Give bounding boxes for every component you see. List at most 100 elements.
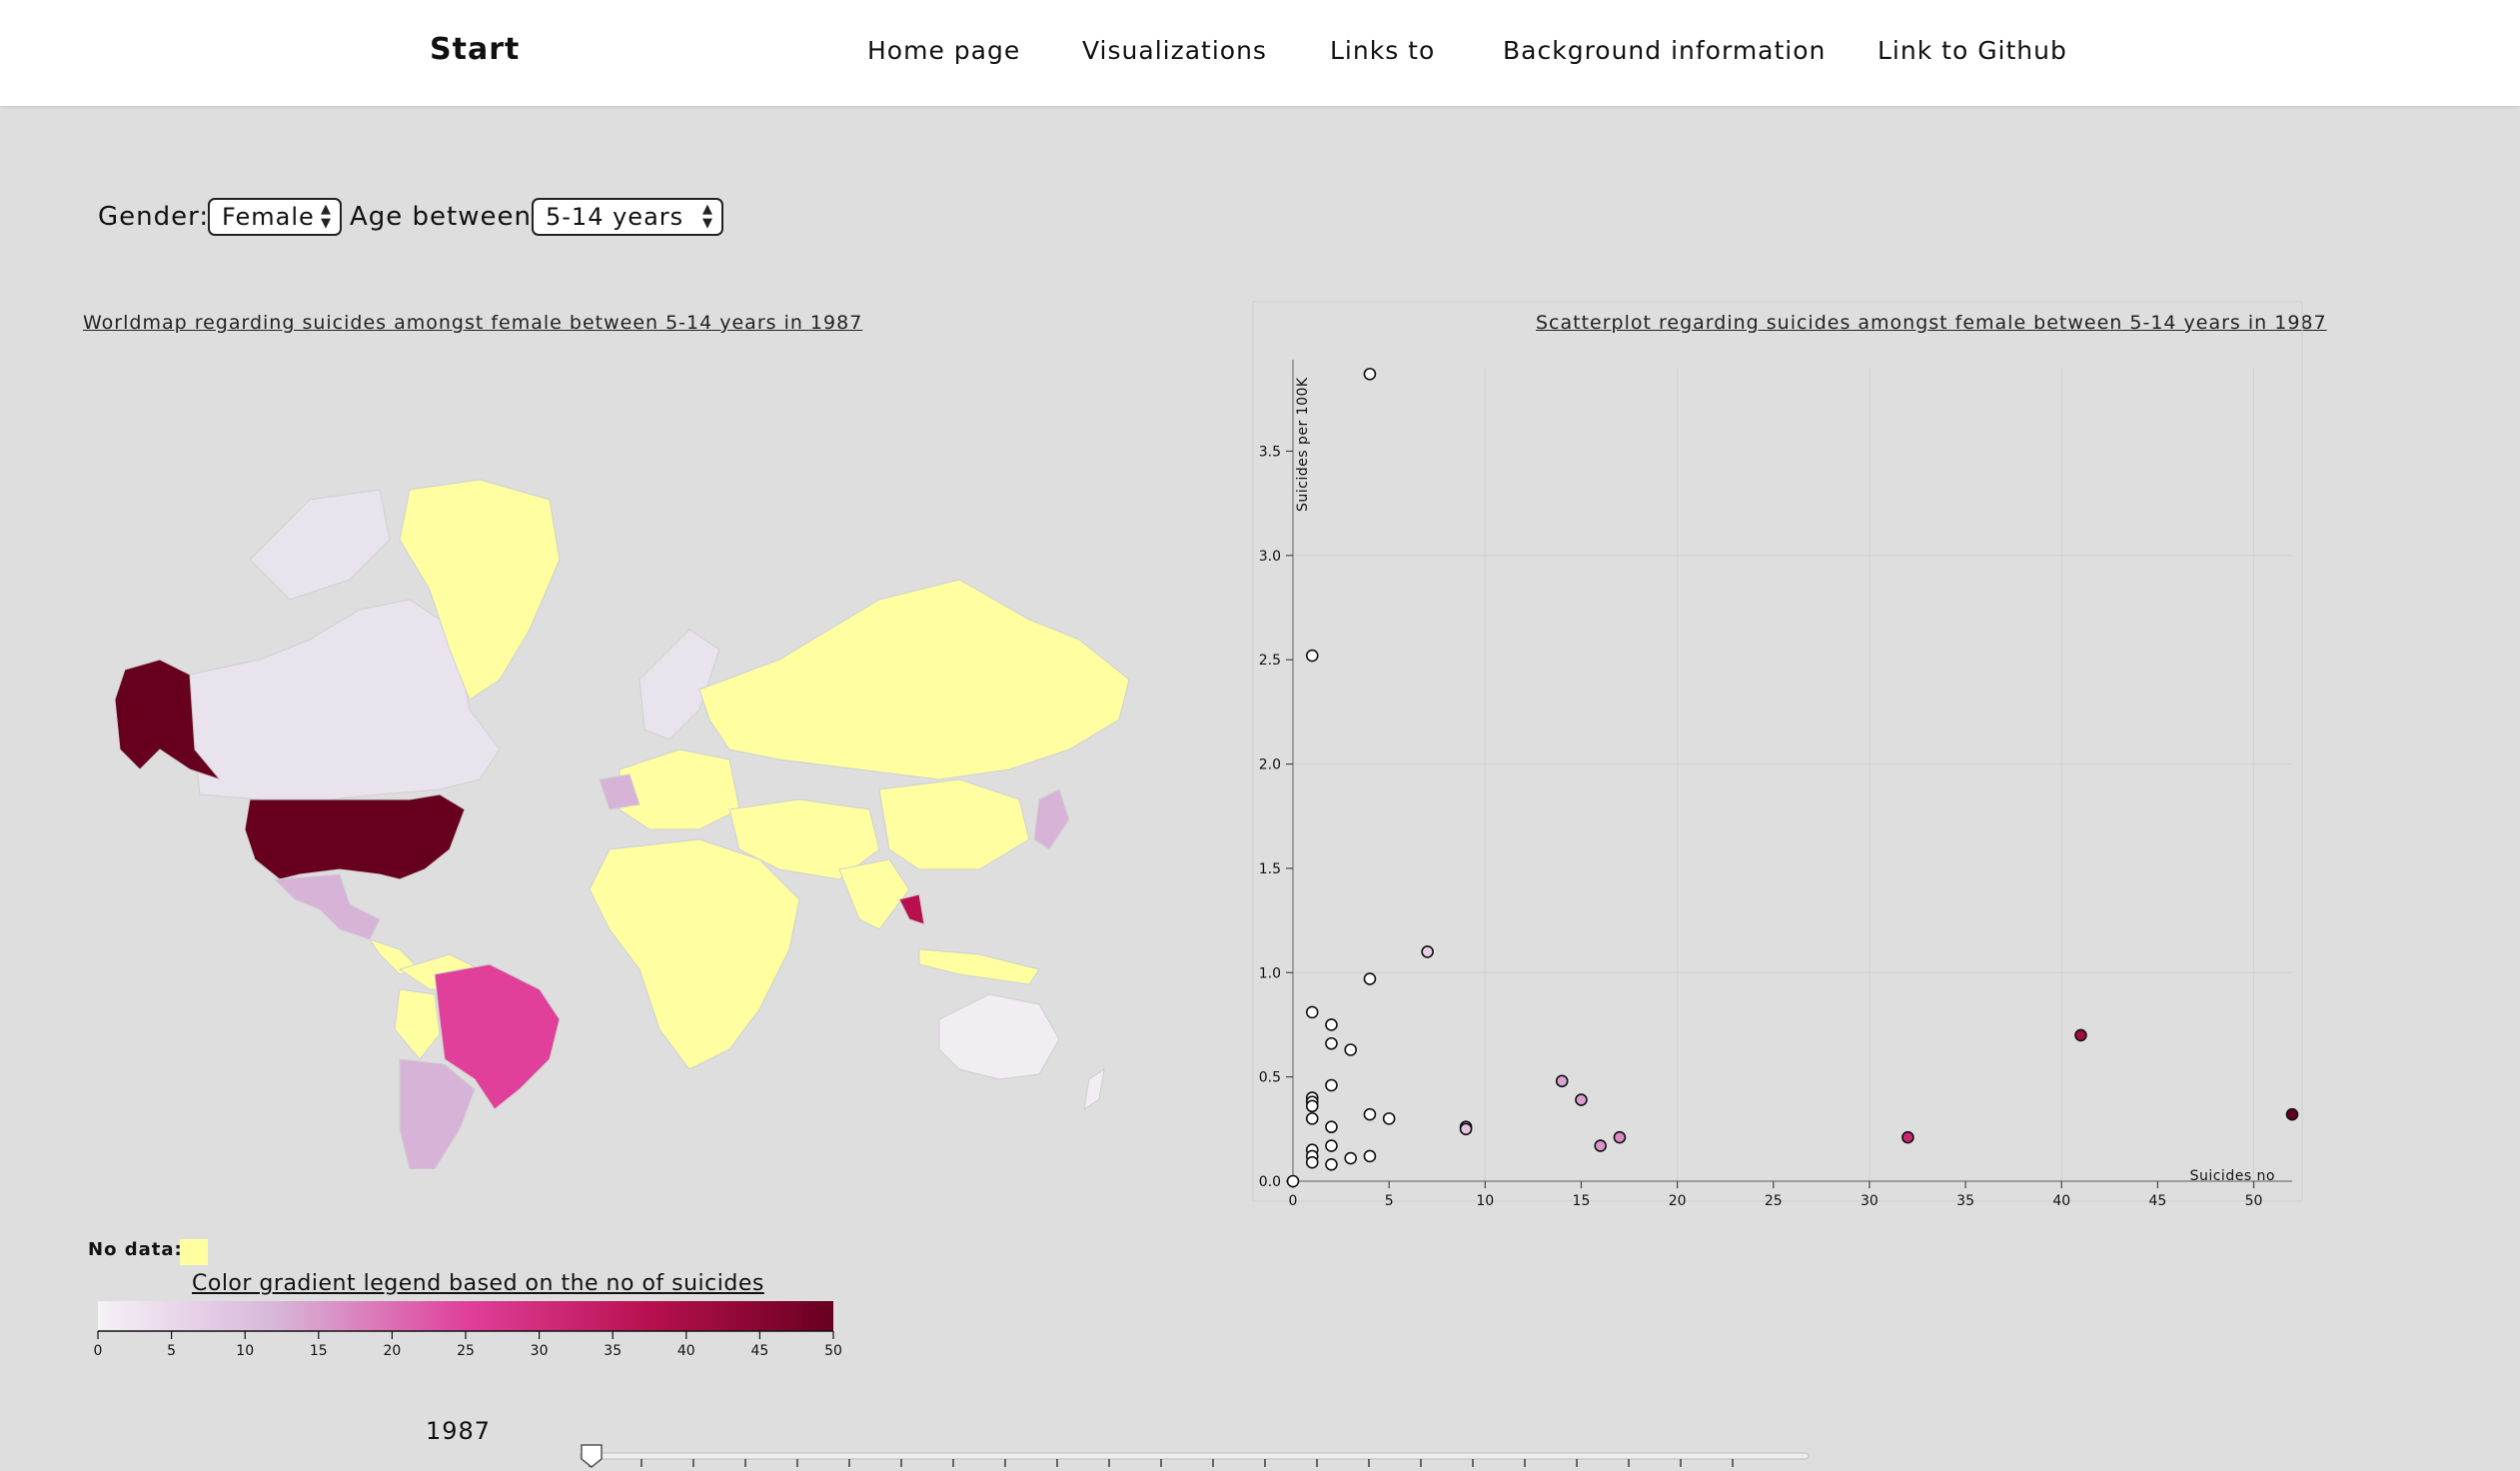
slider-track[interactable] — [579, 1452, 1810, 1460]
scatter-point[interactable] — [1325, 1018, 1338, 1031]
world-map — [114, 479, 1130, 1169]
gender-select[interactable]: Female ▲ ▼ — [208, 198, 342, 236]
scatter-point[interactable] — [2074, 1028, 2087, 1042]
scatter-y-tick-label: 1.5 — [1259, 861, 1281, 877]
gender-select-value: Female — [222, 203, 315, 231]
map-country-usa[interactable] — [244, 793, 466, 880]
map-country-western-europe[interactable] — [619, 748, 740, 830]
scatter-point[interactable] — [1363, 1107, 1377, 1121]
nav-links-to[interactable]: Links to — [1330, 36, 1436, 65]
map-country-canada-islands[interactable] — [249, 489, 391, 601]
age-select[interactable]: 5-14 years ▲ ▼ — [532, 198, 723, 236]
no-data-label: No data: — [88, 1239, 183, 1260]
legend-tick-label: 15 — [310, 1343, 328, 1357]
scatter-point[interactable] — [1613, 1130, 1627, 1144]
map-country-brazil[interactable] — [434, 963, 561, 1110]
map-country-thailand[interactable] — [898, 893, 925, 925]
legend-tick-label: 25 — [457, 1343, 475, 1357]
scatter-point[interactable] — [1305, 1005, 1319, 1019]
map-country-peru[interactable] — [394, 988, 441, 1060]
scatter-point[interactable] — [1555, 1074, 1569, 1088]
scatter-grid — [1293, 368, 2292, 1181]
scatter-y-tick-label: 0.0 — [1259, 1174, 1281, 1190]
scatter-y-tick-label: 1.0 — [1259, 965, 1281, 981]
scatter-point[interactable] — [1459, 1122, 1473, 1136]
scatter-axes: 0 5 10 15 20 25 30 35 40 45 50 0.0 0.5 1.0 1.5 2.0 2.5 3.… — [1259, 360, 2292, 1209]
map-country-middle-east[interactable] — [728, 798, 880, 880]
map-country-mexico[interactable] — [273, 873, 381, 940]
map-country-china[interactable] — [878, 778, 1030, 870]
map-country-argentina[interactable] — [399, 1058, 476, 1169]
scatter-point[interactable] — [1325, 1158, 1338, 1171]
scatter-point[interactable] — [1901, 1130, 1914, 1144]
scatter-point[interactable] — [1305, 649, 1319, 663]
scatter-point[interactable] — [1286, 1174, 1300, 1188]
scatter-x-tick-label: 50 — [2245, 1193, 2263, 1209]
scatter-y-tick-label: 2.5 — [1259, 653, 1281, 669]
map-country-france[interactable] — [599, 773, 640, 810]
scatter-point[interactable] — [1305, 1155, 1319, 1169]
scatterplot: 0 5 10 15 20 25 30 35 40 45 50 0.0 0.5 1.0 1.5 2.0 2.5 3.… — [1252, 301, 2303, 1209]
scatter-point[interactable] — [1594, 1139, 1607, 1152]
legend-tick-label: 30 — [531, 1343, 549, 1357]
nav-home-page[interactable]: Home page — [867, 36, 1021, 65]
scatter-point[interactable] — [1325, 1139, 1338, 1152]
map-country-scandinavia[interactable] — [638, 629, 720, 740]
year-slider[interactable] — [570, 1443, 1819, 1471]
scatter-x-tick-label: 20 — [1669, 1193, 1687, 1209]
scatter-x-tick-label: 30 — [1861, 1193, 1879, 1209]
brand-start-link[interactable]: Start — [430, 32, 521, 67]
slider-handle[interactable] — [581, 1444, 603, 1468]
map-country-greenland[interactable] — [399, 479, 561, 701]
map-country-indonesia[interactable] — [918, 948, 1040, 985]
age-select-value: 5-14 years — [546, 203, 684, 231]
color-gradient-bar — [98, 1301, 833, 1331]
nav-background-information[interactable]: Background information — [1503, 36, 1827, 65]
scatterplot-title: Scatterplot regarding suicides amongst f… — [1536, 312, 2327, 334]
top-navbar: Start Home page Visualizations Links to … — [0, 0, 2520, 106]
scatter-point[interactable] — [1344, 1043, 1357, 1056]
nav-visualizations[interactable]: Visualizations — [1082, 36, 1267, 65]
scatter-point[interactable] — [1363, 367, 1377, 381]
scatter-point[interactable] — [1363, 972, 1377, 985]
scatter-x-tick-label: 25 — [1765, 1193, 1783, 1209]
worldmap-title: Worldmap regarding suicides amongst fema… — [83, 312, 863, 334]
scatter-point[interactable] — [1575, 1093, 1588, 1106]
select-arrows-icon: ▲ ▼ — [321, 202, 332, 231]
scatter-points — [1286, 367, 2299, 1188]
nav-link-to-github[interactable]: Link to Github — [1878, 36, 2067, 65]
scatter-point[interactable] — [1344, 1151, 1357, 1165]
scatter-point[interactable] — [1305, 1099, 1319, 1113]
scatter-point[interactable] — [1325, 1120, 1338, 1134]
map-country-canada[interactable] — [189, 599, 501, 800]
no-data-swatch — [180, 1239, 208, 1265]
scatter-point[interactable] — [1305, 1112, 1319, 1125]
map-country-africa[interactable] — [589, 838, 800, 1070]
scatter-x-tick-label: 15 — [1573, 1193, 1591, 1209]
map-country-india[interactable] — [838, 858, 910, 930]
scatter-x-tick-label: 40 — [2052, 1193, 2070, 1209]
scatter-point[interactable] — [2285, 1107, 2299, 1121]
scatter-y-tick-label: 2.0 — [1259, 757, 1281, 773]
legend-tick-label: 45 — [750, 1343, 768, 1357]
scatter-x-tick-label: 0 — [1289, 1193, 1298, 1209]
scatter-y-axis-label: Suicides per 100K — [1295, 377, 1311, 512]
scatter-point[interactable] — [1382, 1112, 1396, 1125]
map-country-new-zealand[interactable] — [1083, 1067, 1105, 1111]
map-country-australia[interactable] — [938, 993, 1060, 1080]
gender-label: Gender: — [98, 202, 210, 232]
scatter-point[interactable] — [1325, 1036, 1338, 1050]
map-country-japan[interactable] — [1033, 788, 1070, 850]
scatter-y-tick-label: 0.5 — [1259, 1070, 1281, 1086]
legend-tick-label: 20 — [383, 1343, 401, 1357]
legend-tick-label: 10 — [236, 1343, 254, 1357]
map-country-alaska[interactable] — [114, 659, 222, 781]
legend-tick-label: 5 — [167, 1343, 176, 1357]
scatter-point[interactable] — [1325, 1078, 1338, 1092]
legend-tick-label: 40 — [677, 1343, 695, 1357]
scatter-point[interactable] — [1421, 945, 1434, 958]
map-country-russia[interactable] — [698, 579, 1130, 780]
scatter-point[interactable] — [1363, 1149, 1377, 1163]
scatter-x-tick-label: 10 — [1476, 1193, 1494, 1209]
select-arrows-icon: ▲ ▼ — [702, 202, 713, 231]
